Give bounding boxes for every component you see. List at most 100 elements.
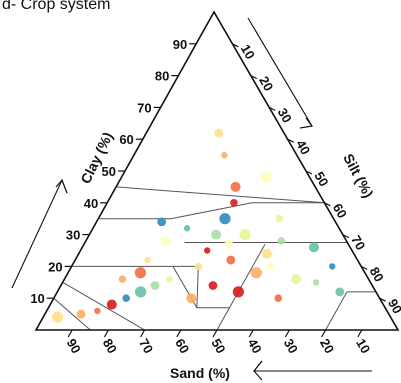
clay-tick-label: 50 [102,164,116,179]
data-point [194,262,203,271]
data-point [160,235,171,246]
data-point [335,287,345,297]
data-point [157,217,167,227]
sand-tick-label: 80 [100,336,120,356]
classification-line [53,297,91,331]
data-point [204,247,211,254]
sand-direction-arrow [252,360,372,372]
sand-tick-label: 20 [317,336,337,356]
sand-tick [284,329,290,338]
data-point [186,293,197,304]
silt-direction-arrowhead [299,117,313,129]
clay-tick-label: 60 [119,132,133,147]
data-point [219,213,231,225]
clay-tick-label: 80 [155,69,169,84]
data-point [226,255,236,265]
data-point [144,256,151,264]
data-point [211,229,222,240]
data-point [261,248,272,259]
sand-tick [248,329,254,338]
silt-tick-label: 40 [293,137,313,157]
silt-tick [324,202,331,207]
silt-tick-label: 20 [256,74,276,94]
data-point [266,262,275,271]
clay-tick-label: 10 [30,291,44,306]
clay-tick-label: 70 [137,100,151,115]
tick-marks [46,43,386,338]
silt-tick [287,138,294,143]
silt-axis-title: Silt (%) [340,151,376,200]
sand-tick [103,329,109,338]
sand-tick-label: 10 [353,336,373,356]
silt-tick [379,297,386,302]
silt-tick [250,75,258,80]
panel-label: d- Crop system [2,0,111,13]
classification-line [196,266,199,308]
clay-tick-label: 20 [48,259,62,274]
classification-line [116,186,325,204]
data-point [135,286,147,298]
data-point [118,275,127,283]
data-point [134,267,147,279]
data-point [312,279,320,286]
data-point [214,128,224,138]
sand-tick-label: 60 [172,336,192,356]
data-point [94,307,101,315]
sand-tick-label: 30 [281,336,301,356]
sand-tick [67,329,73,338]
silt-tick-label: 10 [238,42,258,62]
data-point [274,294,283,303]
data-point [224,239,234,249]
direction-arrows [11,17,372,381]
clay-tick-label: 90 [173,37,187,52]
data-point [183,225,191,232]
data-point [76,309,86,319]
data-point [122,294,130,303]
data-point [230,199,238,207]
data-point [275,214,284,223]
silt-tick-label: 50 [311,169,331,189]
data-point [150,281,160,290]
data-point [291,274,302,285]
sand-tick [176,329,182,338]
silt-tick [342,234,350,239]
silt-tick [360,265,368,270]
sand-direction-arrowhead [253,360,263,381]
sand-tick [321,329,327,338]
data-point [277,237,286,245]
data-point [221,151,228,159]
data-points [52,128,345,323]
classification-line [62,281,145,331]
classification-line [325,291,348,331]
data-point [232,286,244,298]
silt-tick-label: 80 [367,264,387,284]
data-point [250,267,262,279]
sand-axis-title: Sand (%) [170,365,230,381]
silt-tick [232,43,239,48]
sand-tick [357,329,363,338]
data-point [52,311,64,323]
clay-tick-label: 30 [66,228,80,243]
tick-labels: 10 10 90 20 20 80 30 30 70 40 40 60 50 50 50 60 60 40 70 70… [30,37,401,356]
data-point [329,263,336,270]
classification-line [170,202,253,220]
silt-tick-label: 70 [348,233,368,253]
data-point [260,171,272,183]
data-point [106,299,117,310]
silt-tick-label: 30 [275,105,295,125]
silt-tick-label: 60 [330,201,350,221]
silt-tick [305,170,313,175]
silt-tick [268,106,276,111]
data-point [166,275,173,283]
sand-tick-label: 70 [136,336,156,356]
data-point [239,229,251,241]
data-point [230,181,241,192]
data-point [208,281,218,290]
clay-direction-arrowhead [55,178,68,194]
sand-tick-label: 90 [64,336,84,356]
sand-tick [140,329,146,338]
sand-tick [212,329,218,338]
data-point [308,242,319,253]
sand-tick-label: 40 [245,336,265,356]
